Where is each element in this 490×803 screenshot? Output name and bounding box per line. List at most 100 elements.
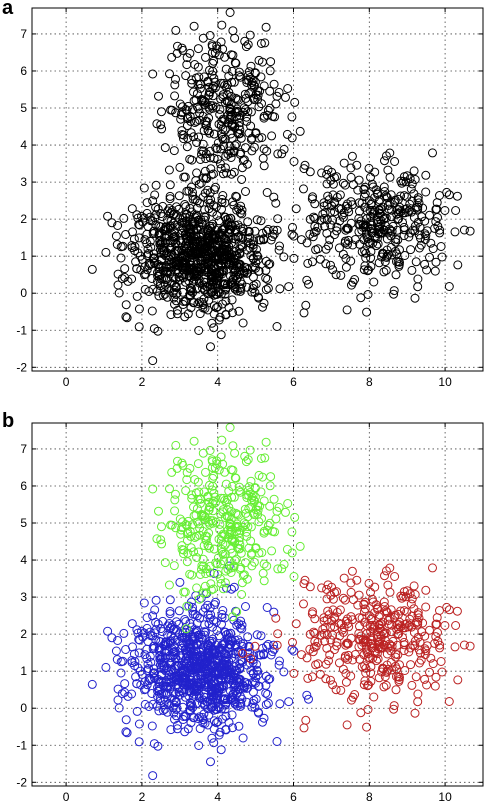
scatter-point	[230, 33, 240, 43]
scatter-point	[161, 222, 171, 232]
scatter-point	[180, 692, 190, 702]
scatter-point	[206, 516, 216, 525]
scatter-point	[393, 672, 403, 682]
scatter-point	[189, 663, 199, 673]
panel-a-label: a	[2, 0, 14, 19]
scatter-point	[275, 656, 284, 666]
scatter-point	[335, 605, 345, 615]
scatter-point	[189, 684, 199, 694]
scatter-point	[254, 470, 264, 480]
scatter-point	[228, 26, 238, 36]
scatter-point	[356, 293, 366, 303]
scatter-point	[355, 635, 365, 644]
scatter-point	[229, 582, 239, 592]
scatter-point	[172, 724, 182, 734]
scatter-point	[432, 613, 442, 623]
scatter-point	[244, 543, 254, 553]
scatter-point	[176, 114, 186, 124]
x-tick-label: 10	[438, 375, 452, 389]
scatter-point	[198, 283, 207, 293]
scatter-point	[431, 632, 441, 642]
scatter-point	[383, 201, 393, 210]
scatter-point	[394, 629, 404, 639]
scatter-point	[207, 318, 217, 328]
scatter-point	[229, 77, 239, 87]
scatter-point	[203, 639, 213, 649]
scatter-point	[144, 261, 154, 271]
scatter-point	[413, 202, 423, 212]
scatter-point	[238, 733, 248, 743]
scatter-point	[211, 698, 220, 708]
scatter-point	[299, 184, 308, 194]
scatter-point	[179, 712, 188, 721]
scatter-point	[400, 204, 410, 214]
scatter-point	[260, 453, 270, 463]
scatter-point	[258, 717, 267, 727]
scatter-point	[323, 606, 333, 616]
scatter-point	[192, 89, 202, 99]
scatter-point	[199, 126, 209, 135]
scatter-point	[208, 66, 218, 76]
scatter-point	[269, 640, 278, 650]
scatter-point	[249, 80, 259, 90]
scatter-point	[113, 280, 123, 290]
scatter-point	[209, 153, 219, 163]
scatter-point	[204, 90, 214, 100]
scatter-point	[216, 559, 226, 569]
scatter-point	[243, 648, 253, 658]
scatter-point	[273, 149, 283, 159]
scatter-point	[193, 79, 203, 89]
scatter-point	[231, 234, 240, 244]
scatter-point	[172, 703, 182, 713]
scatter-point	[208, 481, 218, 491]
scatter-point	[422, 680, 432, 690]
scatter-point	[308, 257, 317, 267]
scatter-point	[182, 557, 192, 567]
scatter-point	[335, 631, 345, 641]
scatter-point	[228, 441, 238, 451]
scatter-point	[365, 653, 375, 663]
scatter-point	[228, 612, 238, 622]
scatter-point	[303, 258, 313, 268]
scatter-point	[249, 510, 259, 520]
scatter-point	[374, 673, 384, 683]
scatter-point	[369, 277, 379, 287]
scatter-point	[132, 210, 142, 220]
scatter-point	[406, 245, 416, 255]
scatter-point	[200, 166, 210, 176]
scatter-point	[121, 727, 131, 737]
y-tick-label: 3	[20, 590, 27, 604]
scatter-point	[367, 635, 377, 645]
scatter-point	[422, 641, 432, 651]
scatter-point	[239, 268, 249, 278]
scatter-point	[221, 566, 231, 576]
y-tick-label: 2	[20, 627, 27, 641]
scatter-point	[140, 650, 150, 660]
scatter-point	[169, 641, 179, 651]
scatter-point	[246, 61, 256, 71]
y-tick-label: 7	[20, 27, 27, 41]
scatter-point	[177, 458, 187, 468]
scatter-point	[196, 640, 206, 650]
scatter-point	[341, 669, 351, 678]
scatter-point	[413, 697, 423, 707]
scatter-point	[233, 635, 243, 645]
scatter-point	[225, 423, 235, 432]
scatter-point	[134, 737, 144, 747]
scatter-point	[137, 211, 146, 221]
scatter-point	[158, 706, 168, 715]
scatter-point	[234, 721, 244, 731]
scatter-point	[248, 687, 258, 697]
scatter-point	[198, 554, 208, 564]
scatter-point	[304, 279, 313, 289]
scatter-point	[181, 71, 191, 81]
scatter-point	[146, 657, 156, 667]
scatter-point	[209, 687, 219, 697]
y-tick-label: -1	[16, 323, 27, 337]
scatter-point	[216, 745, 226, 755]
scatter-point	[189, 502, 198, 512]
scatter-point	[219, 247, 229, 257]
scatter-point	[177, 126, 187, 136]
scatter-point	[243, 71, 253, 80]
scatter-point	[220, 694, 230, 704]
